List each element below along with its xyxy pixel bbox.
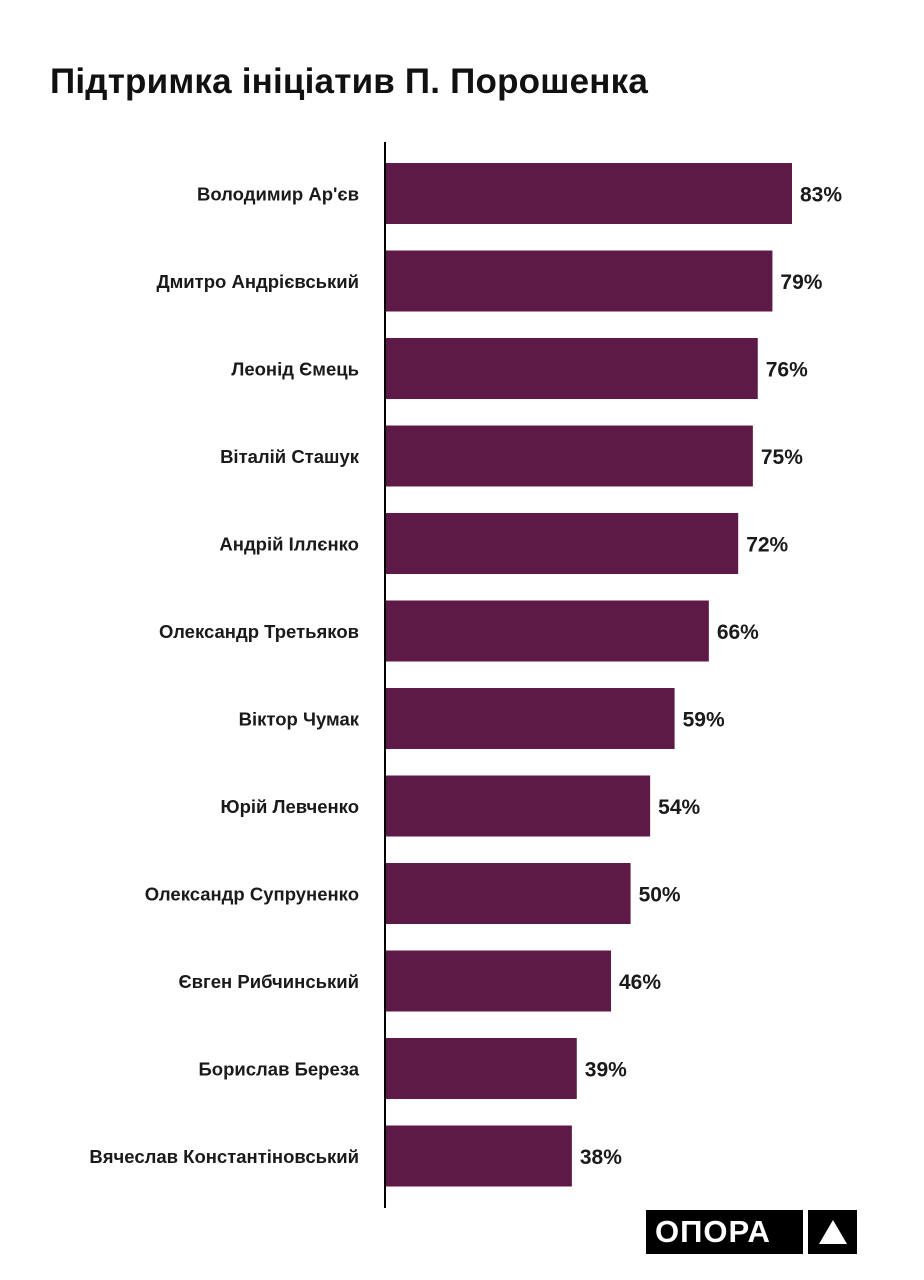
category-label: Олександр Супруненко [145, 884, 359, 905]
opora-logo: ОПОРА [646, 1210, 857, 1254]
category-label: Юрій Левченко [221, 796, 360, 817]
bar [386, 338, 758, 399]
value-label: 76% [766, 359, 808, 382]
value-label: 59% [683, 709, 725, 732]
logo-text: ОПОРА [655, 1214, 771, 1249]
bar [386, 1038, 577, 1099]
logo-divider [803, 1210, 808, 1254]
chart-title: Підтримка ініціатив П. Порошенка [50, 62, 648, 101]
value-label: 75% [761, 446, 803, 469]
value-label: 46% [619, 971, 661, 994]
bar [386, 950, 612, 1012]
category-label: Дмитро Андрієвський [156, 271, 359, 292]
value-label: 39% [585, 1059, 627, 1082]
value-label: 72% [746, 534, 788, 557]
category-label: Леонід Ємець [231, 359, 359, 380]
category-label: Андрій Іллєнко [219, 534, 359, 555]
category-label: Віктор Чумак [239, 709, 360, 730]
bar [386, 863, 631, 924]
category-label: Борислав Береза [198, 1059, 359, 1080]
bar [386, 1125, 572, 1187]
value-label: 83% [800, 184, 842, 207]
value-label: 79% [780, 271, 822, 294]
value-label: 54% [658, 796, 700, 819]
value-label: 50% [639, 884, 681, 907]
bar [386, 513, 739, 574]
category-label: Олександр Третьяков [159, 621, 359, 642]
bar [386, 600, 709, 662]
bar [386, 688, 675, 749]
value-label: 38% [580, 1146, 622, 1169]
bar [386, 425, 753, 487]
triangle-icon [808, 1219, 857, 1245]
bar [386, 775, 651, 837]
bar [386, 250, 773, 312]
category-label: Володимир Ар'єв [197, 184, 359, 205]
value-label: 66% [717, 621, 759, 644]
category-label: Віталій Сташук [220, 446, 360, 467]
category-label: Вячеслав Константіновський [89, 1146, 359, 1167]
bar [386, 163, 792, 224]
category-label: Євген Рибчинський [179, 971, 359, 992]
